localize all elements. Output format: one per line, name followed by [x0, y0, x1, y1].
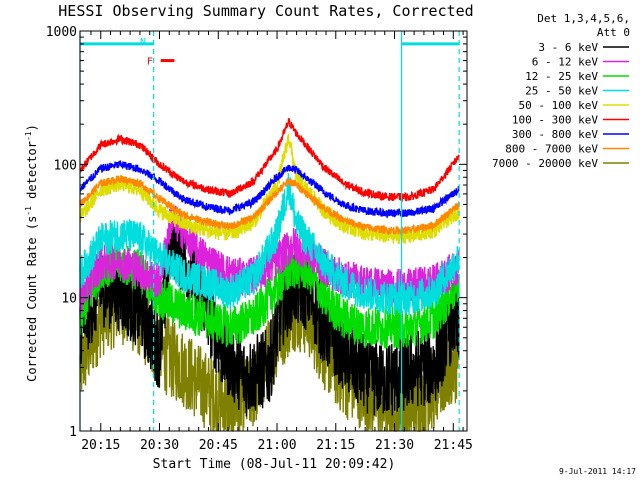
x-tick-label-2: 20:45	[199, 438, 238, 453]
x-tick-label-0: 20:15	[81, 438, 120, 453]
legend-label-6: 300 - 800 keV	[512, 128, 598, 141]
legend-label-3: 25 - 50 keV	[525, 85, 598, 98]
y-tick-label-0: 1	[69, 425, 77, 440]
legend-label-7: 800 - 7000 keV	[505, 143, 598, 156]
legend-header-line2: Att 0	[597, 26, 630, 39]
plot-frame	[79, 30, 468, 432]
y-axis-label: Corrected Count Rate (s-1 detector-1)	[24, 124, 39, 382]
x-tick-label-5: 21:30	[375, 438, 414, 453]
x-tick-label-4: 21:15	[316, 438, 355, 453]
legend-label-0: 3 - 6 keV	[538, 41, 598, 54]
x-tick-label-6: 21:45	[434, 438, 473, 453]
series-line-3	[79, 173, 460, 315]
legend-label-4: 50 - 100 keV	[519, 99, 599, 112]
series-line-7	[79, 174, 460, 236]
legend-label-8: 7000 - 20000 keV	[492, 157, 598, 170]
y-tick-label-3: 1000	[46, 25, 77, 40]
series-line-6	[79, 160, 460, 219]
legend-label-1: 6 - 12 keV	[532, 56, 599, 69]
x-tick-label-3: 21:00	[257, 438, 296, 453]
chart-title: HESSI Observing Summary Count Rates, Cor…	[58, 2, 473, 20]
timestamp: 9-Jul-2011 14:17	[559, 467, 636, 476]
flag-label-0: N	[140, 37, 146, 48]
x-axis-label: Start Time (08-Jul-11 20:09:42)	[153, 457, 396, 472]
flag-label-2: F	[147, 57, 153, 68]
legend-label-5: 100 - 300 keV	[512, 114, 598, 127]
y-tick-label-1: 10	[61, 292, 77, 307]
series-line-5	[79, 118, 460, 203]
y-tick-label-2: 100	[54, 158, 77, 173]
legend-label-2: 12 - 25 keV	[525, 70, 598, 83]
x-tick-label-1: 20:30	[140, 438, 179, 453]
legend-header-line1: Det 1,3,4,5,6,	[537, 12, 630, 25]
